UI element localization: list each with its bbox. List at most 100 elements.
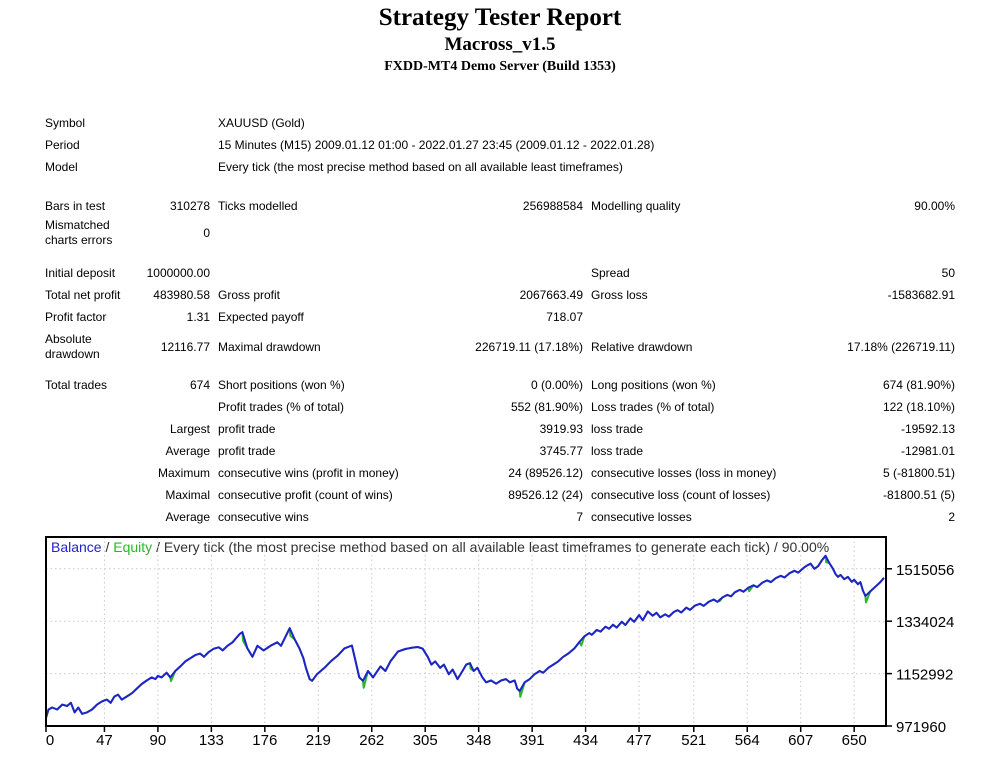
stat-label: Mismatched charts errors	[45, 218, 113, 247]
y-axis-label: 1152992	[896, 667, 953, 684]
stat-value: 3745.77	[539, 444, 583, 458]
stat-label: Total net profit	[45, 288, 121, 302]
stat-label: Ticks modelled	[218, 199, 298, 213]
balance-curve-svg: 0 47 90 133 176 219 262 305 348 391 434 477 521 564 60…	[45, 536, 954, 749]
stat-value: Maximal	[165, 488, 210, 502]
stat-value: 17.18% (226719.11)	[847, 340, 955, 354]
table-row: Profit factor 1.31 Expected payoff 718.07	[45, 306, 955, 328]
stat-value: 2067663.49	[519, 288, 583, 302]
stat-value: 2	[948, 510, 955, 524]
stat-value: 24 (89526.12)	[508, 466, 583, 480]
x-axis-label: 650	[842, 732, 867, 749]
stat-label: consecutive losses	[591, 510, 692, 524]
stat-label: Loss trades (% of total)	[591, 400, 715, 414]
stat-label: Gross profit	[218, 288, 281, 302]
x-axis-label: 176	[252, 732, 277, 749]
balance-legend-label: Balance	[51, 539, 102, 555]
stat-label: profit trade	[218, 422, 276, 436]
table-row: Period 15 Minutes (M15) 2009.01.12 01:00 …	[45, 136, 955, 158]
stat-value: Average	[165, 510, 210, 524]
stat-value: -81800.51 (5)	[882, 488, 955, 502]
stats-table: Symbol XAUUSD (Gold) Period 15 Minutes (M15…	[45, 114, 955, 528]
stat-value: 90.00%	[914, 199, 955, 213]
stat-label: consecutive losses (loss in money)	[591, 466, 777, 480]
x-axis-label: 133	[199, 732, 224, 749]
table-row: Average consecutive wins 7 consecutive loss…	[45, 506, 955, 528]
stat-value: 122 (18.10%)	[882, 400, 955, 414]
chart-title-text: / Every tick (the most precise method ba…	[152, 539, 830, 555]
stat-label: Bars in test	[45, 199, 106, 213]
stat-label: profit trade	[218, 444, 276, 458]
y-axis-label: 1334024	[896, 614, 954, 631]
x-axis-label: 305	[413, 732, 438, 749]
x-axis-label: 607	[788, 732, 813, 749]
stat-label: consecutive wins (profit in money)	[218, 466, 399, 480]
stat-label: Total trades	[45, 378, 108, 392]
table-row: Total trades 674 Short positions (won %) 0 …	[45, 374, 955, 396]
report-header: Strategy Tester Report Macross_v1.5 FXDD…	[0, 0, 1000, 75]
stat-value: Largest	[169, 422, 210, 436]
stat-label: Profit trades (% of total)	[218, 400, 345, 414]
stat-label: Symbol	[45, 116, 86, 130]
stat-value: 50	[941, 266, 955, 280]
stat-label: loss trade	[591, 444, 644, 458]
stat-label: Period	[45, 138, 80, 152]
stat-value: -12981.01	[900, 444, 955, 458]
table-row: Absolute drawdown 12116.77 Maximal drawdow…	[45, 331, 955, 363]
plot-border	[45, 536, 887, 727]
stat-label: Initial deposit	[45, 266, 116, 280]
balance-equity-chart: Balance / Equity / Every tick (the most …	[0, 530, 1000, 758]
title-separator: /	[101, 539, 114, 555]
stat-value: 12116.77	[160, 340, 210, 354]
stat-value: -1583682.91	[887, 288, 955, 302]
y-axis-label: 971960	[896, 719, 946, 736]
x-axis-label: 564	[735, 732, 760, 749]
table-row: Bars in test 310278 Ticks modelled 25698858…	[45, 195, 955, 217]
y-axis-label: 1515056	[896, 562, 954, 579]
table-row: Mismatched charts errors 0	[45, 217, 955, 249]
table-row: Profit trades (% of total) 552 (81.90%) Lo…	[45, 396, 955, 418]
stat-value: 0 (0.00%)	[530, 378, 583, 392]
stat-value: 1.31	[186, 310, 210, 324]
stat-value: 674 (81.90%)	[882, 378, 955, 392]
table-row: Total net profit 483980.58 Gross profit 206…	[45, 284, 955, 306]
stat-label: Long positions (won %)	[591, 378, 716, 392]
table-row: Symbol XAUUSD (Gold)	[45, 114, 955, 136]
stat-label: Relative drawdown	[591, 340, 693, 354]
equity-legend-label: Equity	[113, 539, 153, 555]
stat-label: consecutive profit (count of wins)	[218, 488, 393, 502]
stat-value: Maximum	[157, 466, 210, 480]
stat-label: consecutive loss (count of losses)	[591, 488, 771, 502]
stat-label: Spread	[591, 266, 630, 280]
stat-label: Model	[45, 160, 78, 174]
stat-label: Absolute drawdown	[45, 332, 100, 361]
stat-label: consecutive wins	[218, 510, 309, 524]
balance-line	[45, 554, 885, 719]
table-row: Largest profit trade 3919.93 loss trade -195…	[45, 418, 955, 440]
x-axis-label: 521	[681, 732, 706, 749]
x-axis-label: 47	[96, 732, 113, 749]
x-axis-label: 348	[466, 732, 491, 749]
x-axis-label: 434	[573, 732, 598, 749]
x-axis-label: 262	[359, 732, 384, 749]
table-row: Maximum consecutive wins (profit in money…	[45, 462, 955, 484]
stat-label: loss trade	[591, 422, 644, 436]
stat-value: 256988584	[522, 199, 583, 213]
table-row: Initial deposit 1000000.00 Spread 50	[45, 262, 955, 284]
stat-value: 1000000.00	[146, 266, 210, 280]
stat-value: 718.07	[546, 310, 583, 324]
x-axis-label: 219	[306, 732, 331, 749]
stat-label: Expected payoff	[218, 310, 304, 324]
stat-label: XAUUSD (Gold)	[218, 116, 305, 130]
table-row: Maximal consecutive profit (count of wins…	[45, 484, 955, 506]
chart-title: Balance / Equity / Every tick (the most …	[51, 539, 884, 559]
x-axis-label: 477	[627, 732, 652, 749]
stat-value: 7	[576, 510, 583, 524]
stat-value: 674	[189, 378, 210, 392]
stat-value: -19592.13	[900, 422, 955, 436]
stat-value: 3919.93	[539, 422, 583, 436]
stat-value: Average	[165, 444, 210, 458]
stat-value: 310278	[169, 199, 210, 213]
stat-value: 89526.12 (24)	[508, 488, 583, 502]
stat-label: Short positions (won %)	[218, 378, 345, 392]
